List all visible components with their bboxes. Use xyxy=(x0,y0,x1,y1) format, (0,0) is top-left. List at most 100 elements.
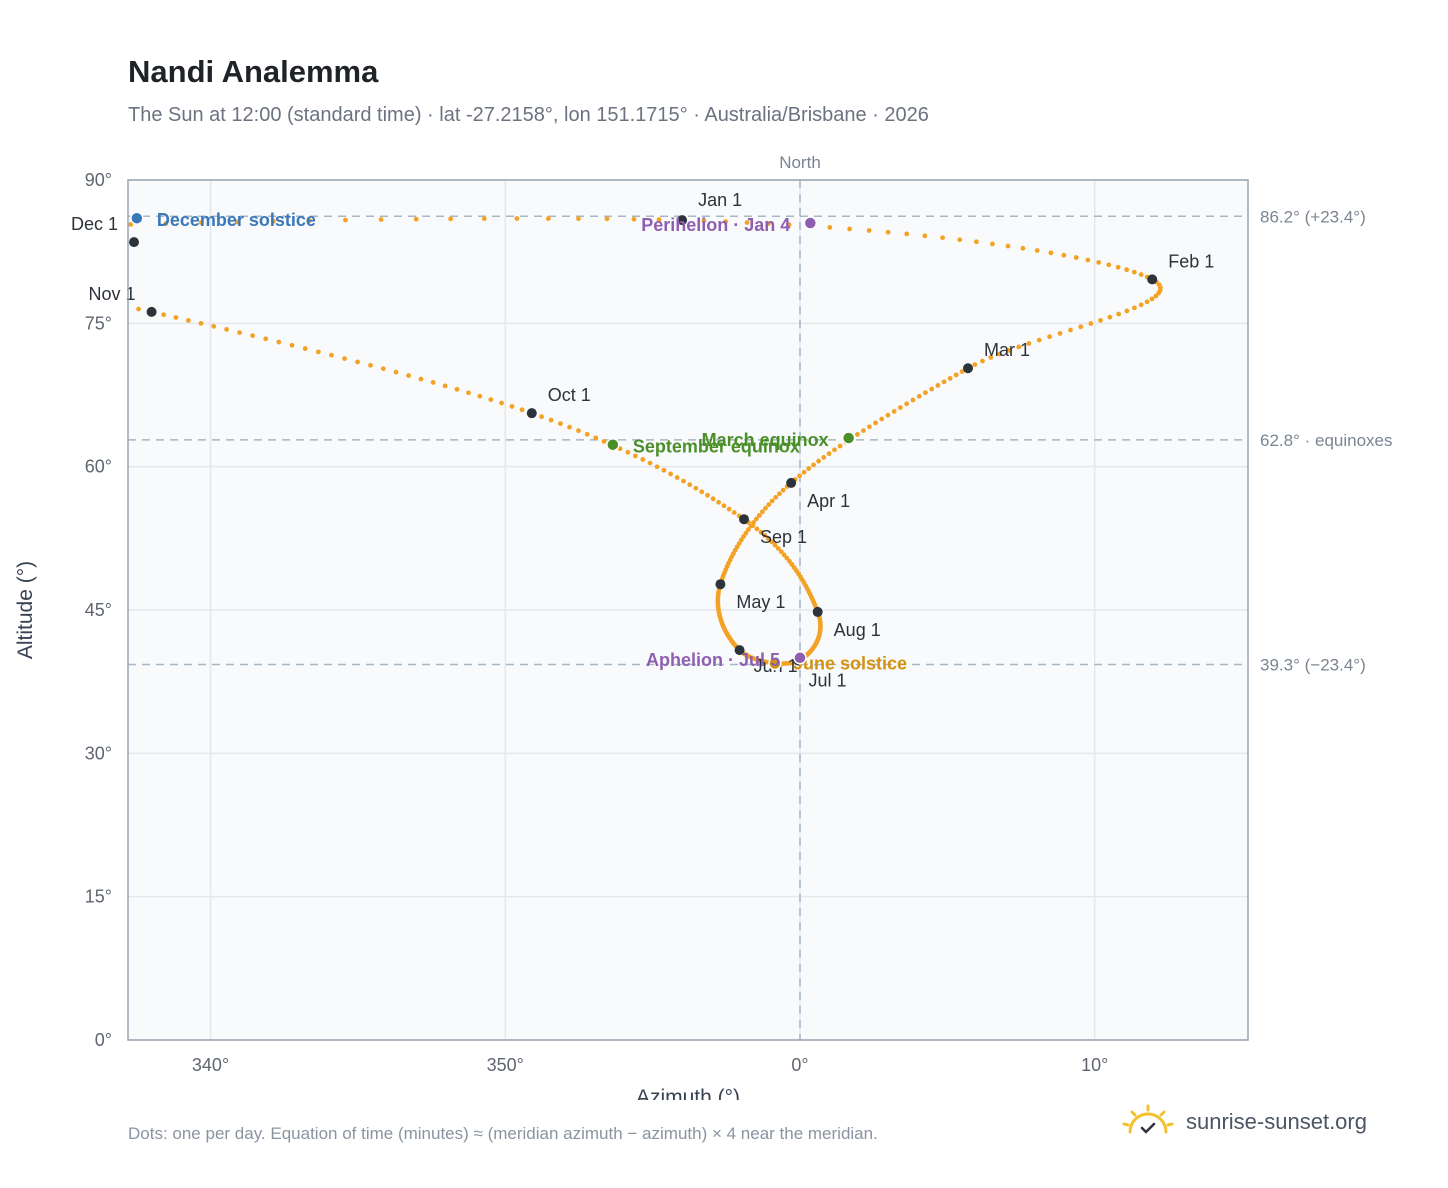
north-label: North xyxy=(779,153,821,172)
daily-dot xyxy=(910,397,916,403)
month-marker xyxy=(734,645,745,656)
daily-dot xyxy=(1153,293,1159,299)
daily-dot xyxy=(1115,264,1121,270)
daily-dot xyxy=(1048,250,1054,256)
daily-dot xyxy=(758,529,764,535)
daily-dot xyxy=(1078,324,1084,330)
daily-dot xyxy=(762,533,768,538)
daily-dot xyxy=(654,464,660,470)
daily-dot xyxy=(765,221,771,226)
daily-dot xyxy=(647,460,653,466)
month-marker xyxy=(129,237,139,248)
daily-dot xyxy=(731,510,737,515)
chart-title: Nandi Analemma xyxy=(128,54,379,89)
daily-dot xyxy=(173,315,179,320)
daily-dot xyxy=(916,393,922,399)
daily-dot xyxy=(576,216,581,222)
daily-dot xyxy=(780,487,786,493)
daily-dot xyxy=(454,386,460,392)
y-tick-label: 45° xyxy=(85,600,112,620)
daily-dot xyxy=(1026,341,1032,346)
daily-dot xyxy=(567,424,572,430)
daily-dot xyxy=(661,467,667,473)
axis-ticks: 330°340°350°0°10°0°15°30°45°60°75°90° xyxy=(85,170,1109,1075)
month-label: Sep 1 xyxy=(760,527,807,547)
daily-dot xyxy=(633,453,638,459)
daily-dot xyxy=(765,536,771,542)
event-markers: December solstice Perihelion · Jan 4 March… xyxy=(130,210,907,674)
reference-line-label: 39.3° (−23.4°) xyxy=(1260,655,1366,674)
daily-dot xyxy=(329,352,334,358)
daily-dot xyxy=(775,546,781,551)
daily-dot xyxy=(681,478,686,484)
month-label: Aug 1 xyxy=(834,620,881,640)
daily-dot xyxy=(705,492,710,498)
sun-logo-icon xyxy=(1122,1104,1174,1134)
daily-dot xyxy=(481,216,487,222)
analemma-chart: 86.2° (+23.4°) 62.8° · equinoxes 39.3° (−2… xyxy=(14,153,1393,1100)
daily-dot xyxy=(1116,311,1122,317)
event-marker xyxy=(841,431,856,445)
daily-dot xyxy=(1061,252,1067,258)
daily-dot xyxy=(801,469,807,475)
daily-dot xyxy=(406,373,411,378)
month-marker xyxy=(677,215,688,226)
daily-dot xyxy=(772,542,778,548)
daily-dot xyxy=(778,549,784,555)
daily-dot xyxy=(1106,262,1112,268)
daily-dot xyxy=(687,482,693,488)
daily-dot xyxy=(754,526,760,532)
daily-dot xyxy=(604,216,610,222)
daily-dot xyxy=(693,485,699,491)
daily-dot xyxy=(1124,308,1130,314)
daily-dot xyxy=(413,216,419,222)
month-marker xyxy=(786,477,797,488)
daily-dot xyxy=(759,509,765,515)
reference-lines: 86.2° (+23.4°) 62.8° · equinoxes 39.3° (−2… xyxy=(128,153,1393,1040)
month-marker xyxy=(526,408,537,419)
daily-dot xyxy=(885,229,891,235)
month-label: Apr 1 xyxy=(807,491,850,511)
daily-dot xyxy=(302,346,308,351)
daily-dot xyxy=(786,222,792,228)
daily-dot xyxy=(776,491,782,497)
daily-dot xyxy=(1068,327,1073,333)
month-label: Dec 1 xyxy=(71,214,118,234)
daily-dot xyxy=(1020,245,1026,251)
daily-dot xyxy=(584,431,590,437)
daily-dot xyxy=(1016,344,1022,350)
reference-line-label: 86.2° (+23.4°) xyxy=(1260,207,1366,226)
daily-dot xyxy=(821,455,827,460)
daily-dot xyxy=(997,351,1003,357)
daily-dot xyxy=(640,457,646,462)
daily-dot xyxy=(442,383,448,389)
daily-dot xyxy=(763,505,768,511)
daily-dot xyxy=(418,376,424,382)
daily-dot xyxy=(1132,305,1137,311)
reference-line-label: 62.8° · equinoxes xyxy=(1260,431,1393,450)
daily-dot xyxy=(873,420,878,426)
daily-dot xyxy=(972,362,978,368)
event-marker xyxy=(768,656,782,671)
daily-dot xyxy=(1036,337,1042,343)
daily-dot xyxy=(990,241,995,247)
daily-dot xyxy=(625,449,631,455)
daily-dot xyxy=(988,355,994,360)
x-tick-label: 350° xyxy=(487,1055,524,1075)
daily-dot xyxy=(519,407,525,413)
daily-dot xyxy=(1085,257,1091,263)
daily-dot xyxy=(307,218,312,223)
daily-dot xyxy=(1096,259,1102,265)
daily-dot xyxy=(866,228,872,233)
month-marker xyxy=(146,306,157,317)
daily-dot xyxy=(769,539,775,545)
daily-dot xyxy=(466,390,471,396)
daily-dot xyxy=(826,451,832,457)
daily-dot xyxy=(276,339,282,345)
daily-dot xyxy=(897,405,903,410)
daily-dot xyxy=(163,221,169,226)
daily-dot xyxy=(940,235,945,241)
daily-dot xyxy=(959,369,965,374)
x-tick-label: 0° xyxy=(791,1055,808,1075)
daily-dot xyxy=(1047,334,1053,340)
